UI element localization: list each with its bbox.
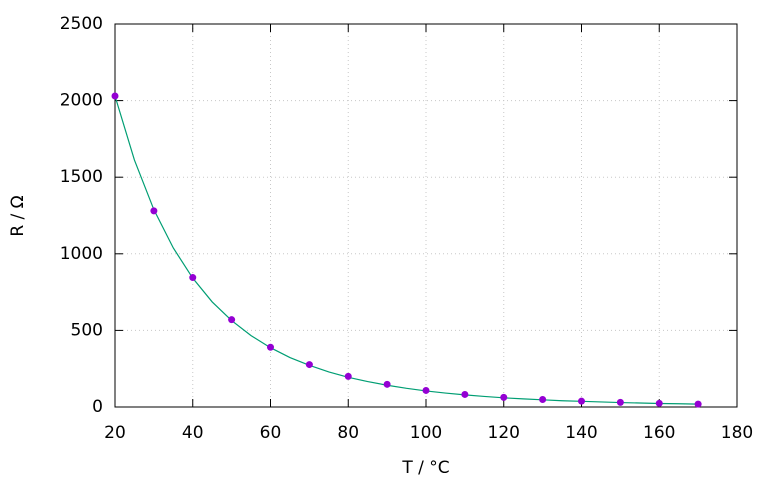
plot-frame bbox=[114, 23, 738, 408]
x-tick-label: 60 bbox=[260, 423, 282, 443]
data-point bbox=[500, 393, 508, 401]
x-axis-label: T / °C bbox=[401, 458, 449, 478]
y-tick-label: 1500 bbox=[60, 167, 103, 187]
data-point bbox=[694, 400, 702, 408]
data-point bbox=[578, 397, 585, 405]
y-tick-label: 2000 bbox=[60, 91, 103, 111]
x-tick-label: 40 bbox=[182, 423, 204, 443]
data-point bbox=[383, 380, 391, 388]
data-point bbox=[189, 274, 197, 282]
data-point bbox=[344, 372, 352, 380]
data-point bbox=[655, 399, 663, 407]
fit-curve bbox=[114, 95, 699, 405]
y-tick-label: 1000 bbox=[60, 244, 103, 264]
x-tick-label: 20 bbox=[104, 423, 126, 443]
data-point bbox=[539, 395, 547, 403]
x-tick-label: 140 bbox=[565, 423, 597, 443]
x-tick-label: 80 bbox=[337, 423, 359, 443]
data-point bbox=[228, 316, 236, 324]
data-point bbox=[111, 92, 119, 100]
y-tick-label: 0 bbox=[92, 397, 103, 417]
x-tick-label: 180 bbox=[721, 423, 753, 443]
data-point bbox=[305, 361, 313, 369]
data-point bbox=[422, 386, 430, 394]
data-point bbox=[461, 390, 469, 398]
y-axis-label: R / Ω bbox=[8, 195, 28, 236]
data-point bbox=[616, 398, 624, 406]
y-tick-label: 2500 bbox=[60, 14, 103, 34]
x-tick-label: 160 bbox=[643, 423, 675, 443]
x-tick-label: 120 bbox=[488, 423, 520, 443]
x-tick-label: 100 bbox=[410, 423, 442, 443]
y-tick-label: 500 bbox=[71, 320, 103, 340]
data-point bbox=[267, 343, 274, 351]
data-point bbox=[150, 207, 158, 215]
